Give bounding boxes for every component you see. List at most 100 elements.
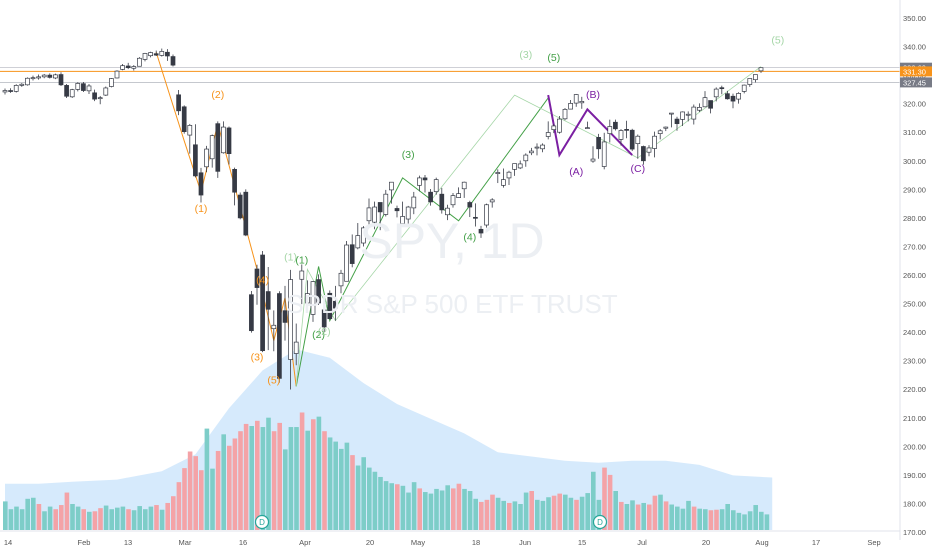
price-axis[interactable]: 170.00 180.00 190.00 200.00 210.00 220.00 230.… xyxy=(899,0,932,540)
dividend-marker xyxy=(592,514,608,530)
volume-bar xyxy=(484,499,490,530)
volume-bar xyxy=(283,449,288,530)
price-tick-label: 200.00 xyxy=(903,442,926,451)
volume-bars xyxy=(3,412,770,530)
volume-bar xyxy=(243,423,249,530)
time-axis[interactable]: 14 Feb 13 Mar 16 Apr 20 May 18 Jun 15 Jul 20 Aug 17 Sep xyxy=(0,530,900,547)
volume-bar xyxy=(719,509,725,530)
candle-body xyxy=(417,177,422,186)
volume-bar xyxy=(109,509,114,530)
candle-body xyxy=(293,341,299,354)
volume-bar xyxy=(42,511,47,530)
volume-bar xyxy=(574,499,579,530)
candle-body xyxy=(114,70,120,79)
dividend-marker-label: D xyxy=(259,518,265,527)
price-axis-bg xyxy=(900,0,932,540)
price-tick-label: 310.00 xyxy=(903,128,926,137)
time-tick-label: 20 xyxy=(366,538,374,547)
volume-bar xyxy=(725,504,730,530)
volume-bar xyxy=(25,498,30,530)
volume-bar xyxy=(327,437,333,530)
volume-bar xyxy=(523,492,529,530)
candle-body xyxy=(209,135,215,160)
time-tick-label: 18 xyxy=(472,538,480,547)
volume-bar xyxy=(411,482,417,530)
candle-body xyxy=(601,141,607,167)
volume-bar xyxy=(115,507,120,530)
candle-body xyxy=(86,85,92,92)
price-tick-label: 240.00 xyxy=(903,328,926,337)
volume-bar xyxy=(647,504,652,530)
price-tick-label: 340.00 xyxy=(903,43,926,52)
candle-body xyxy=(607,126,613,134)
price-tick-label: 280.00 xyxy=(903,214,926,223)
candle-body xyxy=(159,51,165,56)
wave-label-orange: (2) xyxy=(211,89,224,101)
candle-body xyxy=(142,53,148,60)
volume-bar xyxy=(467,491,473,530)
candle-body xyxy=(747,78,753,85)
candle-body xyxy=(669,112,674,115)
volume-bar xyxy=(591,471,596,530)
wave-label-orange: (5) xyxy=(267,375,280,387)
volume-bar xyxy=(215,450,221,530)
volume-bar xyxy=(669,504,674,530)
volume-bar xyxy=(680,508,686,530)
volume-bar xyxy=(703,509,708,530)
volume-bar xyxy=(87,511,92,530)
volume-bar xyxy=(389,483,394,530)
candle-body xyxy=(97,97,103,100)
volume-bar xyxy=(199,470,204,530)
time-tick-label: Apr xyxy=(299,538,311,547)
volume-bar xyxy=(518,504,523,530)
volume-bar xyxy=(462,488,467,530)
candle-body xyxy=(103,87,109,96)
candle-body xyxy=(405,206,411,220)
volume-bar xyxy=(344,442,350,530)
symbol-watermark-text: SPY, 1D xyxy=(359,213,544,269)
volume-bar xyxy=(434,488,439,530)
price-tick-label: 180.00 xyxy=(903,499,926,508)
volume-bar xyxy=(148,506,154,530)
volume-bar xyxy=(759,511,764,530)
candle-body xyxy=(624,129,629,131)
candle-body xyxy=(226,127,232,154)
volume-bar xyxy=(70,504,75,530)
candle-body xyxy=(181,106,187,133)
candle-body xyxy=(310,281,316,315)
time-tick-label: 15 xyxy=(578,538,586,547)
price-tick-label: 290.00 xyxy=(903,185,926,194)
wave-label-green: (4) xyxy=(463,232,476,244)
volume-bar xyxy=(305,430,310,530)
wave-line-lightgreen xyxy=(295,66,762,387)
candle-body xyxy=(753,74,758,81)
volume-bar xyxy=(624,504,630,530)
volume-bar xyxy=(753,505,758,530)
candle-body xyxy=(344,244,349,282)
candle-body xyxy=(545,132,551,137)
symbol-watermark: SPY, 1D SPDR S&P 500 ETF TRUST xyxy=(286,213,617,319)
candle-body xyxy=(674,118,680,125)
volume-bar xyxy=(53,509,58,530)
volume-bar xyxy=(260,427,266,530)
volume-bar xyxy=(288,427,294,530)
candle-body xyxy=(484,204,489,226)
candle-body xyxy=(383,193,389,215)
candle-body xyxy=(758,67,764,72)
volume-bar xyxy=(512,501,518,530)
candle-body xyxy=(254,268,260,288)
candle-body xyxy=(232,168,237,193)
volume-bar xyxy=(635,504,641,530)
candle-body xyxy=(47,74,53,78)
volume-bar xyxy=(495,497,501,530)
volume-bar xyxy=(322,431,327,530)
volume-bar xyxy=(439,490,445,530)
candle-body xyxy=(198,172,204,196)
volume-bar xyxy=(579,496,585,530)
volume-bar xyxy=(742,514,747,530)
volume-bar xyxy=(535,499,540,530)
volume-bar xyxy=(36,504,42,530)
